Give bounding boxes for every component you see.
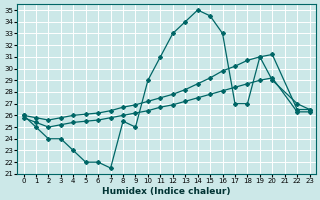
X-axis label: Humidex (Indice chaleur): Humidex (Indice chaleur) bbox=[102, 187, 231, 196]
